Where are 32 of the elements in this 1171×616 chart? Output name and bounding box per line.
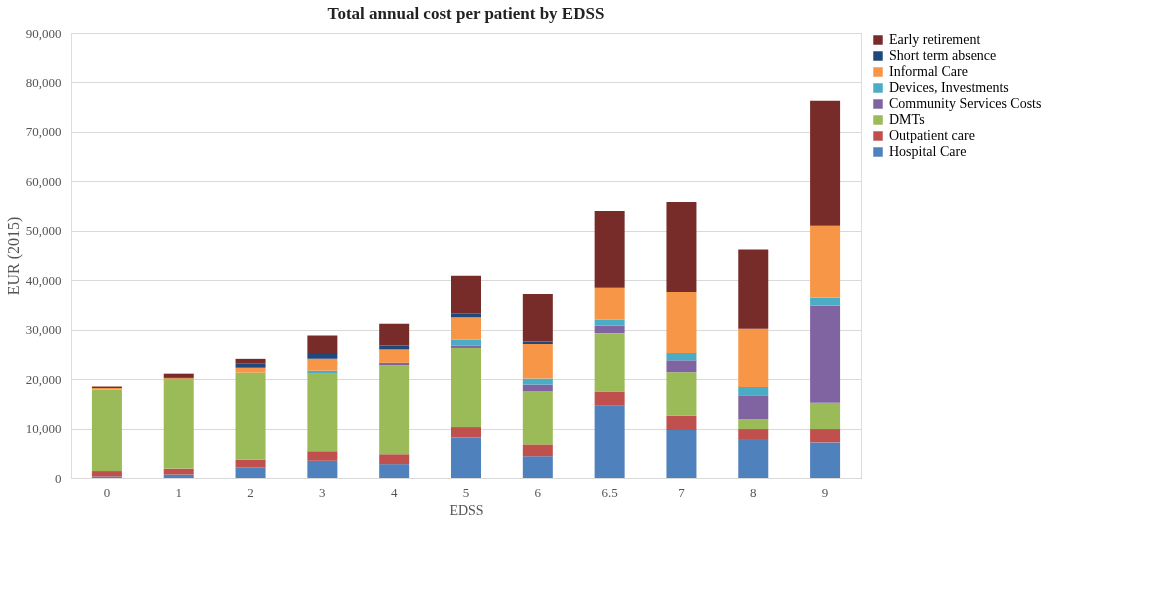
y-tick-label: 60,000 bbox=[25, 173, 62, 189]
y-tick-label: 70,000 bbox=[25, 124, 62, 140]
legend-label: Informal Care bbox=[889, 64, 968, 79]
x-tick-label: 2 bbox=[247, 484, 254, 500]
x-axis-title: EDSS bbox=[449, 502, 484, 518]
y-tick-label: 90,000 bbox=[25, 25, 62, 41]
x-tick-label: 6.5 bbox=[601, 484, 618, 500]
legend-label: Early retirement bbox=[889, 32, 981, 47]
x-tick-label: 3 bbox=[319, 484, 326, 500]
x-tick-label: 0 bbox=[103, 484, 111, 500]
x-tick-label: 9 bbox=[821, 484, 829, 500]
legend-label: DMTs bbox=[889, 112, 925, 127]
x-tick-label: 6 bbox=[534, 484, 542, 500]
y-tick-label: 10,000 bbox=[25, 421, 62, 437]
x-tick-label: 5 bbox=[462, 484, 470, 500]
x-tick-label: 4 bbox=[390, 484, 398, 500]
x-tick-label: 7 bbox=[678, 484, 686, 500]
y-tick-label: 20,000 bbox=[25, 371, 62, 387]
y-tick-label: 30,000 bbox=[25, 322, 62, 338]
legend-label: Short term absence bbox=[889, 48, 997, 63]
chart-title: Total annual cost per patient by EDSS bbox=[327, 4, 605, 23]
legend-label: Outpatient care bbox=[889, 128, 975, 143]
y-axis-title: EUR (2015) bbox=[4, 216, 23, 296]
x-tick-label: 8 bbox=[750, 484, 757, 500]
legend-label: Community Services Costs bbox=[889, 96, 1042, 111]
legend-label: Devices, Investments bbox=[889, 80, 1009, 95]
legend-label: Hospital Care bbox=[889, 144, 967, 159]
y-tick-label: 40,000 bbox=[25, 272, 62, 288]
x-tick-label: 1 bbox=[175, 484, 182, 500]
y-tick-label: 80,000 bbox=[25, 74, 62, 90]
y-tick-label: 0 bbox=[55, 470, 62, 486]
y-tick-label: 50,000 bbox=[25, 223, 62, 239]
